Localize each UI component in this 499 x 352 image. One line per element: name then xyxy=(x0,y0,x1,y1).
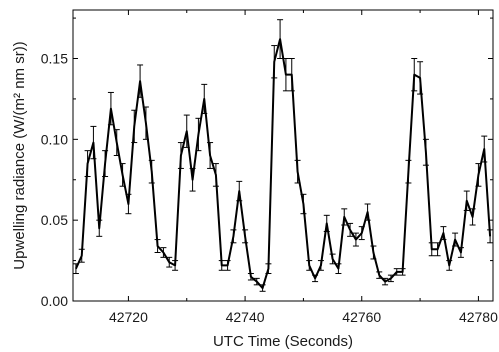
error-bar xyxy=(119,163,126,187)
error-bar xyxy=(440,226,447,241)
plot-frame xyxy=(72,9,494,302)
error-bar xyxy=(341,208,348,226)
axes-layer: 42720 42740 42760 42780 0.00 0.05 0.10 0.15 xyxy=(41,10,498,325)
error-bar xyxy=(399,268,406,276)
error-bar xyxy=(387,274,394,283)
error-bar xyxy=(481,135,488,163)
error-bar xyxy=(288,58,295,92)
error-bar xyxy=(78,248,85,263)
error-bar xyxy=(230,229,237,244)
error-bar xyxy=(352,232,359,247)
error-bar xyxy=(277,19,284,59)
x-tick-label: 42780 xyxy=(459,309,498,325)
error-bar xyxy=(323,214,330,232)
error-bar xyxy=(434,242,441,257)
error-bar xyxy=(90,125,97,160)
y-tick-label: 0.00 xyxy=(41,293,68,309)
error-bar xyxy=(137,64,144,98)
error-bar xyxy=(236,180,243,202)
error-bar xyxy=(475,163,482,187)
error-bar xyxy=(446,260,453,271)
error-bar xyxy=(329,253,336,265)
error-bar xyxy=(457,247,464,258)
error-bar xyxy=(177,142,184,169)
error-bar xyxy=(417,61,424,95)
error-bar xyxy=(347,222,354,237)
error-bar xyxy=(166,256,173,268)
error-bar xyxy=(154,239,161,253)
error-bar xyxy=(282,58,289,92)
error-bar xyxy=(72,263,79,275)
error-bar xyxy=(376,271,383,279)
error-bar xyxy=(364,203,371,221)
error-bar xyxy=(463,190,470,211)
error-bar xyxy=(253,277,260,286)
error-bar xyxy=(224,260,231,271)
y-tick-label: 0.10 xyxy=(41,131,68,147)
error-bar xyxy=(411,58,418,92)
series-layer xyxy=(72,19,494,292)
series-line xyxy=(75,38,492,290)
error-bar xyxy=(317,260,324,271)
error-bar xyxy=(189,167,196,192)
error-bar xyxy=(242,229,249,244)
error-bar xyxy=(335,263,342,275)
error-bar xyxy=(370,245,377,260)
y-axis-title: Upwelling radiance (W/(m² nm sr)) xyxy=(11,41,28,269)
error-bar xyxy=(393,268,400,276)
error-bar xyxy=(160,247,167,258)
x-tick-label: 42740 xyxy=(226,309,265,325)
y-tick-label: 0.15 xyxy=(41,51,68,67)
error-bar xyxy=(107,91,114,126)
x-tick-label: 42720 xyxy=(109,309,148,325)
y-tick-label: 0.05 xyxy=(41,212,68,228)
error-bar xyxy=(259,284,266,292)
error-bar xyxy=(212,163,219,187)
x-tick-label: 42760 xyxy=(342,309,381,325)
error-bar xyxy=(142,106,149,140)
error-bar xyxy=(382,277,389,286)
error-bar xyxy=(294,159,301,184)
error-bar xyxy=(300,193,307,215)
error-bar xyxy=(487,229,494,244)
error-bar xyxy=(271,45,278,79)
error-bar xyxy=(358,226,365,241)
error-bar xyxy=(113,129,120,156)
error-bar xyxy=(148,159,155,184)
error-bar xyxy=(131,109,138,144)
error-bar xyxy=(84,150,91,178)
error-bar xyxy=(312,274,319,283)
error-bar xyxy=(201,83,208,114)
error-bar xyxy=(172,260,179,271)
error-bar xyxy=(405,159,412,184)
error-bar xyxy=(469,208,476,226)
error-bar xyxy=(125,193,132,215)
x-axis-title: UTC Time (Seconds) xyxy=(213,333,353,350)
error-bar xyxy=(102,150,109,178)
error-bar xyxy=(265,263,272,275)
error-bar xyxy=(247,273,254,281)
error-bar xyxy=(428,242,435,257)
error-bar xyxy=(306,260,313,271)
error-bar xyxy=(218,260,225,271)
error-bar xyxy=(452,232,459,247)
error-bar xyxy=(96,219,103,237)
error-bar xyxy=(422,138,429,166)
error-bar xyxy=(207,142,214,169)
error-bar xyxy=(195,117,202,152)
error-bar xyxy=(183,114,190,148)
